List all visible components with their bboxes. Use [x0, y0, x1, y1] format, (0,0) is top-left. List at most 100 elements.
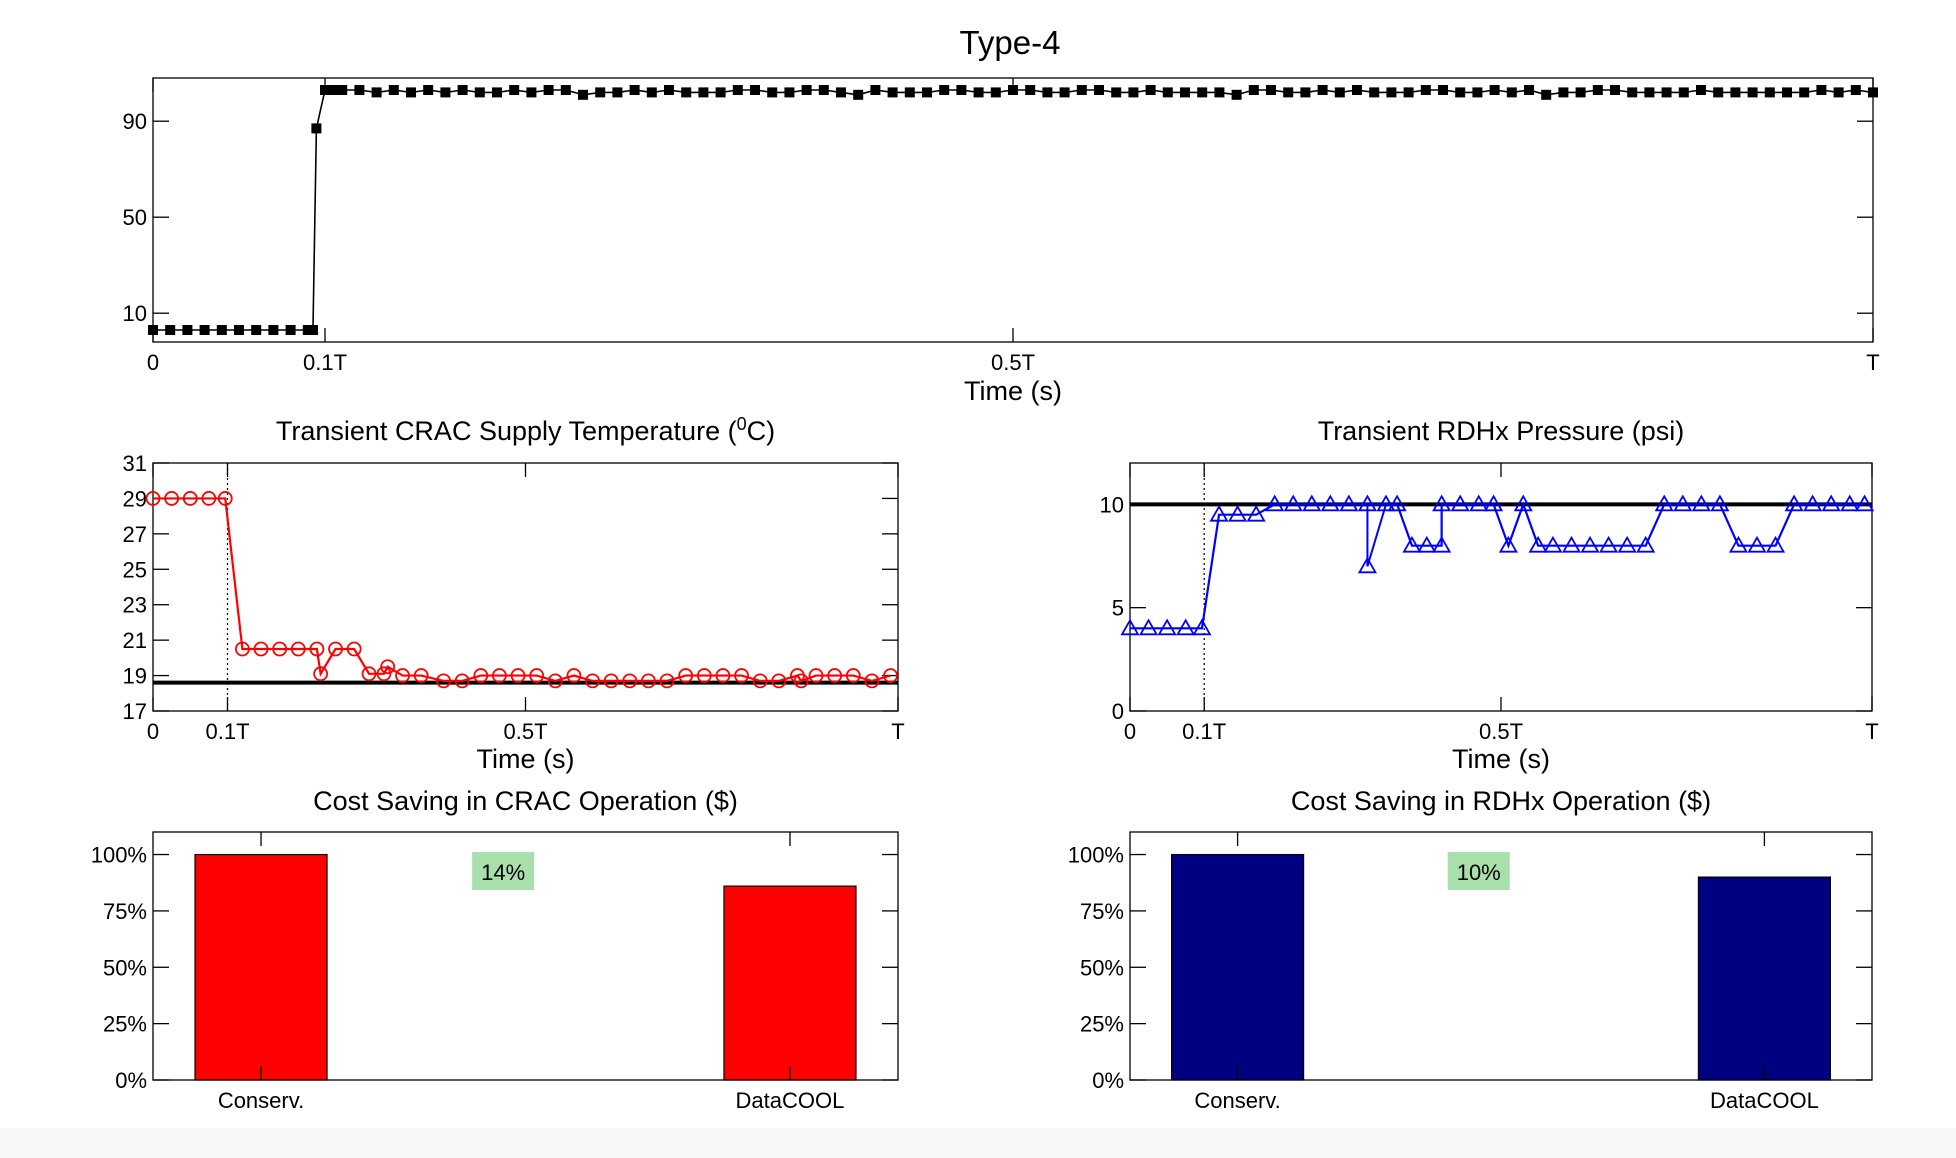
- crac-point: [313, 666, 329, 682]
- top-point: [1162, 87, 1173, 98]
- top-point: [1042, 87, 1053, 98]
- top-point: [1799, 87, 1810, 98]
- crac-point: [473, 668, 489, 683]
- crac-cost-ytick-label: 50%: [103, 955, 147, 980]
- crac-point: [808, 668, 824, 683]
- crac-cost-title: Cost Saving in CRAC Operation ($): [313, 786, 738, 816]
- crac-point: [217, 491, 233, 506]
- crac-point: [734, 668, 749, 683]
- rdhx-point: [1432, 535, 1452, 553]
- top-point: [990, 87, 1001, 98]
- crac-title-sup: 0: [737, 414, 747, 434]
- rdhx-xtick-label: 0.5T: [1479, 719, 1523, 744]
- rdhx-point: [1747, 535, 1767, 553]
- top-point: [750, 85, 760, 95]
- top-point: [887, 87, 898, 98]
- rdhx-cost-saving-badge: [1447, 852, 1510, 890]
- top-point: [922, 87, 932, 98]
- top-plot-frame: [152, 77, 1874, 343]
- top-point: [1455, 87, 1466, 98]
- rdhx-point: [1561, 535, 1582, 553]
- top-point: [457, 85, 468, 95]
- crac-point: [253, 641, 269, 657]
- top-point: [1816, 85, 1827, 95]
- rdhx-cost-category-label: Conserv.: [1194, 1088, 1280, 1113]
- top-point: [543, 85, 554, 95]
- crac-point: [827, 668, 843, 683]
- top-point: [595, 87, 606, 98]
- rdhx-point: [1855, 494, 1875, 512]
- top-point: [1868, 87, 1878, 98]
- top-point: [1214, 87, 1225, 98]
- top-point: [681, 87, 692, 98]
- rdhx-point: [1402, 535, 1422, 553]
- rdhx-ytick-label: 0: [1112, 699, 1124, 724]
- crac-point: [566, 668, 582, 683]
- rdhx-cost-bar: [1697, 876, 1832, 1081]
- top-point: [354, 85, 365, 95]
- rdhx-ytick-label: 5: [1112, 596, 1124, 621]
- top-point: [646, 87, 657, 98]
- crac-point: [696, 668, 712, 683]
- crac-point: [622, 673, 638, 689]
- crac-point: [234, 641, 250, 657]
- top-point: [1076, 85, 1087, 95]
- top-point: [423, 85, 434, 95]
- top-point: [836, 87, 846, 98]
- rdhx-point: [1138, 618, 1159, 636]
- top-point: [1782, 87, 1792, 98]
- top-point: [1610, 85, 1620, 95]
- top-point: [1627, 87, 1638, 98]
- crac-point: [201, 491, 217, 506]
- crac-title: Transient CRAC Supply Temperature (0C): [276, 414, 775, 446]
- top-point: [715, 87, 726, 98]
- rdhx-cost-title: Cost Saving in RDHx Operation ($): [1291, 786, 1711, 816]
- top-point: [1661, 87, 1672, 98]
- top-point: [801, 85, 812, 95]
- rdhx-title: Transient RDHx Pressure (psi): [1318, 416, 1685, 446]
- crac-point: [529, 668, 545, 683]
- crac-point: [641, 673, 656, 689]
- crac-cost-bar: [723, 885, 857, 1081]
- top-point: [1248, 85, 1259, 95]
- top-point: [732, 85, 743, 95]
- top-point: [1696, 85, 1706, 95]
- top-point: [629, 85, 640, 95]
- top-point: [268, 325, 279, 335]
- figure-footer-band: [0, 1128, 1956, 1158]
- top-point: [1145, 85, 1156, 95]
- crac-cost-title-main: Cost Saving in CRAC Operation ($): [313, 786, 738, 816]
- top-point: [1369, 87, 1380, 98]
- top-point: [182, 325, 193, 335]
- rdhx-point: [1357, 556, 1377, 574]
- crac-ytick-label: 17: [123, 699, 147, 724]
- crac-point: [771, 673, 787, 689]
- top-point: [939, 85, 950, 95]
- rdhx-point: [1840, 494, 1860, 512]
- top-point: [251, 325, 262, 335]
- rdhx-cost-saving-label: 10%: [1457, 860, 1501, 885]
- top-point: [474, 87, 485, 98]
- top-point: [1403, 87, 1414, 98]
- crac-cost-bar: [194, 853, 328, 1081]
- top-xlabel: Time (s): [964, 376, 1062, 406]
- rdhx-point: [1387, 494, 1407, 512]
- top-point: [1438, 85, 1448, 95]
- top-point: [1678, 87, 1689, 98]
- top-point: [311, 123, 322, 134]
- crac-point: [883, 668, 898, 683]
- crac-point: [603, 673, 619, 689]
- rdhx-point: [1765, 535, 1786, 553]
- rdhx-cost-ytick-label: 75%: [1080, 899, 1124, 924]
- top-point: [1747, 87, 1758, 98]
- top-xtick-label: 0.5T: [991, 350, 1035, 375]
- rdhx-point: [1176, 618, 1196, 636]
- top-point: [1558, 87, 1569, 98]
- top-point: [406, 87, 416, 98]
- crac-point: [492, 668, 507, 683]
- crac-point: [182, 491, 198, 506]
- rdhx-cost-bar: [1170, 853, 1305, 1081]
- crac-point: [864, 673, 880, 689]
- rdhx-point: [1636, 535, 1656, 553]
